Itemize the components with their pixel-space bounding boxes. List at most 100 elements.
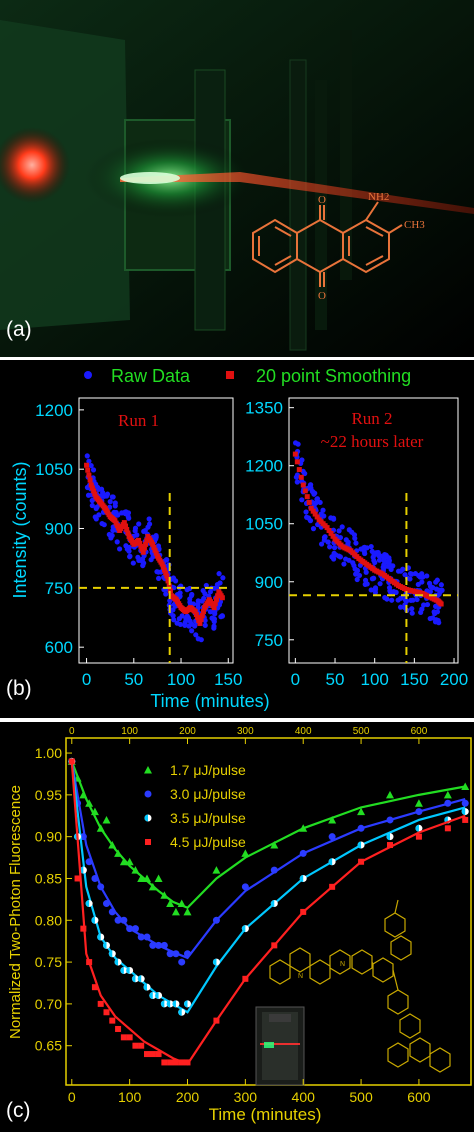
run2-raw-point: [317, 499, 323, 506]
run2-title-line2: ~22 hours later: [321, 432, 424, 451]
legend-label-3: 4.5 μJ/pulse: [170, 834, 246, 850]
run1-raw-point: [207, 609, 214, 615]
run1-smooth-point: [141, 545, 147, 551]
run2-x-tick-label: 100: [361, 670, 389, 689]
run2-raw-point: [321, 534, 328, 541]
run1-x-tick-label: 50: [124, 670, 143, 689]
run1-smooth-point: [193, 612, 199, 618]
run1-raw-point: [189, 591, 195, 598]
run1-smooth-point: [212, 601, 218, 607]
run1-raw-point: [171, 617, 177, 623]
data-point-1: [143, 933, 151, 941]
data-point-2: [160, 1000, 168, 1008]
run1-raw-point: [126, 548, 132, 554]
sample-vial: [255, 1006, 305, 1086]
run1-smooth-point: [85, 467, 91, 473]
x-top-tick-label: 600: [411, 726, 428, 737]
run1-raw-point: [163, 591, 169, 597]
run1-smooth-point: [140, 549, 146, 555]
run2-raw-point: [380, 564, 386, 570]
data-point-1: [270, 866, 278, 874]
run1-raw-point: [202, 617, 208, 624]
run2-raw-point: [308, 482, 314, 488]
methyl-label: CH3: [404, 219, 425, 231]
run2-x-tick-label: 150: [400, 670, 428, 689]
run2-raw-point: [294, 479, 300, 485]
run1-raw-point: [135, 554, 141, 560]
run1-plot: 0 50 100 150 600 750 900 1050 1200: [35, 401, 242, 689]
data-point-2: [328, 858, 336, 866]
data-point-2: [120, 966, 128, 974]
fit-curve-2: [70, 761, 466, 1014]
run1-smooth-point: [89, 485, 95, 491]
photo-panel: O O NH2 CH3 (a): [0, 0, 474, 357]
data-point-0: [102, 815, 111, 824]
run2-raw-point: [433, 579, 439, 585]
y-tick-label: 0.65: [35, 1038, 62, 1054]
run1-raw-point: [220, 575, 226, 581]
run1-raw-point: [136, 521, 142, 527]
x-tick-label: 300: [234, 1089, 258, 1105]
legend-smooth-marker: [226, 371, 234, 379]
run2-raw-point: [421, 602, 427, 608]
data-point-1: [160, 941, 168, 949]
run1-raw-point: [167, 598, 173, 604]
run2-raw-point: [409, 610, 415, 616]
run2-raw-point: [415, 581, 421, 588]
data-point-1: [241, 883, 249, 891]
data-point-2: [178, 1008, 186, 1016]
run1-raw-point: [177, 621, 184, 628]
run1-raw-point: [127, 554, 133, 560]
data-point-1: [172, 950, 180, 958]
run1-raw-point: [202, 622, 208, 628]
run2-raw-point: [325, 539, 331, 545]
run2-raw-point: [398, 595, 404, 601]
run1-smooth-point: [211, 605, 217, 611]
data-point-2: [270, 900, 278, 908]
run2-plot: 0 50 100 150 200 750 900 1050 1200 1350: [245, 399, 468, 689]
data-point-0: [114, 849, 123, 857]
run2-smooth-point: [328, 530, 334, 536]
run1-raw-point: [211, 585, 218, 591]
run1-raw-point: [195, 636, 201, 642]
x-axis-label: Time (minutes): [209, 1105, 322, 1124]
run1-smooth-point: [136, 537, 142, 543]
data-point-2: [299, 874, 307, 882]
x-tick-label: 500: [349, 1089, 373, 1105]
run2-y-tick-label: 1050: [245, 515, 283, 534]
run1-raw-point: [163, 557, 169, 563]
x-tick-label: 400: [292, 1089, 316, 1105]
run1-raw-point: [200, 587, 206, 594]
run2-raw-point: [431, 609, 437, 615]
data-point-2: [184, 1000, 191, 1008]
data-point-1: [149, 941, 157, 949]
legend-raw-marker: [84, 371, 92, 379]
run1-raw-point: [84, 453, 90, 459]
run1-raw-point: [112, 500, 118, 506]
data-point-0: [166, 899, 175, 908]
run2-raw-point: [362, 581, 368, 587]
panel-c-label: (c): [6, 1099, 31, 1122]
run1-smooth-point: [192, 609, 198, 615]
data-point-3: [155, 1051, 162, 1058]
legend-marker-3: [145, 839, 151, 845]
run1-raw-point: [101, 522, 107, 528]
data-point-3: [462, 816, 469, 823]
run1-raw-point: [114, 539, 120, 545]
x-tick-label: 0: [68, 1089, 76, 1105]
legend-raw-label: Raw Data: [111, 366, 191, 386]
run2-raw-point: [368, 587, 374, 593]
run1-raw-point: [189, 628, 195, 634]
data-point-3: [444, 825, 451, 832]
run1-smooth-point: [159, 561, 165, 567]
y-axis-label: Intensity (counts): [10, 461, 30, 598]
x-top-tick-label: 400: [295, 726, 312, 737]
run1-raw-point: [116, 546, 123, 552]
run2-raw-point: [336, 528, 342, 534]
data-point-2: [149, 992, 157, 1000]
run2-raw-point: [354, 567, 360, 573]
y-axis-label: Normalized Two-Photon Fluorescence: [7, 785, 24, 1039]
run1-x-tick-label: 0: [82, 670, 91, 689]
data-point-3: [103, 1009, 110, 1016]
run1-smooth-point: [219, 595, 225, 601]
